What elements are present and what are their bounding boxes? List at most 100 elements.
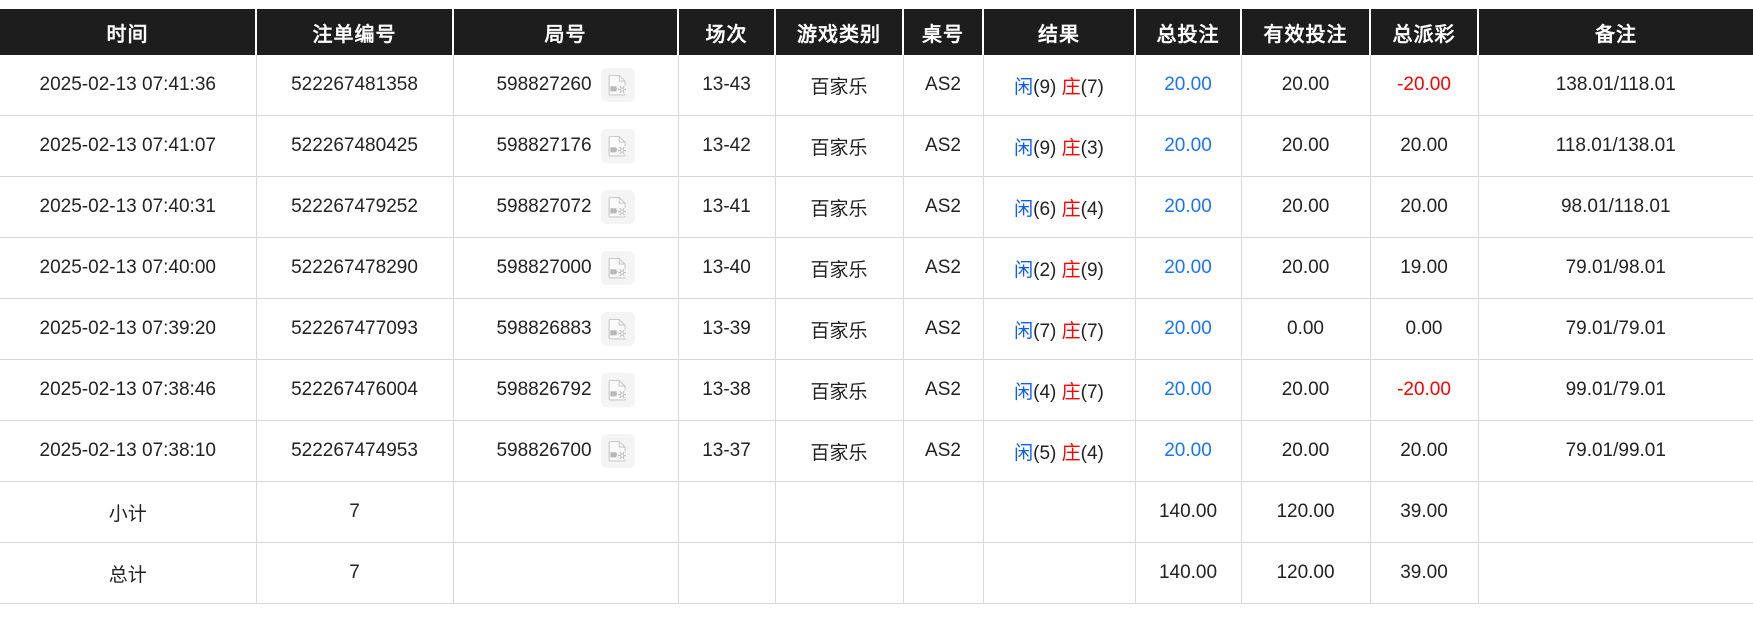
cell-remark: 98.01/118.01 <box>1478 176 1753 238</box>
result-player-point: (9) <box>1033 76 1057 98</box>
column-header-shoe[interactable]: 场次 <box>678 9 776 55</box>
table-row[interactable]: 2025-02-13 07:39:20 522267477093 598826883… <box>0 298 1753 360</box>
result-player-label: 闲 <box>1014 259 1034 281</box>
result-banker-point: (7) <box>1080 381 1104 403</box>
total-bet-amount[interactable]: 20.00 <box>1164 257 1212 278</box>
valid-bet-amount: 20.00 <box>1281 257 1330 278</box>
subtotal-row: 小计 7 140.00 120.00 39.00 <box>0 481 1753 543</box>
round-no-text: 598826700 <box>496 440 592 461</box>
result-player-label: 闲 <box>1014 76 1034 98</box>
cell-game-type: 百家乐 <box>775 359 904 421</box>
total-bet-amount[interactable]: 20.00 <box>1164 74 1212 95</box>
round-no-text: 598827260 <box>496 74 592 95</box>
cell-total-payout: 20.00 <box>1370 176 1479 238</box>
cell-bet-id: 522267478290 <box>256 237 454 299</box>
cell-remark: 79.01/99.01 <box>1478 420 1753 482</box>
column-header-game-type[interactable]: 游戏类别 <box>775 9 904 55</box>
cell-valid-bet: 0.00 <box>1241 298 1371 360</box>
result-banker-label: 庄 <box>1061 381 1081 403</box>
cell-game-type: 百家乐 <box>775 420 904 482</box>
video-replay-icon[interactable] <box>600 251 635 285</box>
cell-shoe: 13-41 <box>678 176 776 238</box>
result-banker-label: 庄 <box>1061 76 1081 98</box>
video-replay-icon[interactable] <box>600 68 635 102</box>
cell-time: 2025-02-13 07:41:07 <box>0 115 257 177</box>
cell-table-no: AS2 <box>903 237 984 299</box>
table-row[interactable]: 2025-02-13 07:40:31 522267479252 598827072… <box>0 176 1753 238</box>
column-header-remark[interactable]: 备注 <box>1478 9 1753 55</box>
video-replay-icon[interactable] <box>600 434 635 468</box>
column-header-bet-id[interactable]: 注单编号 <box>256 9 454 55</box>
cell-bet-id: 522267476004 <box>256 359 454 421</box>
cell-total-payout: 20.00 <box>1370 115 1479 177</box>
cell-bet-id: 522267481358 <box>256 55 454 116</box>
total-bet-amount[interactable]: 20.00 <box>1164 196 1212 217</box>
cell-total-bet: 20.00 <box>1135 176 1242 238</box>
round-no-text: 598826792 <box>496 379 592 400</box>
result-banker-label: 庄 <box>1061 137 1081 159</box>
table-row[interactable]: 2025-02-13 07:41:07 522267480425 598827176… <box>0 115 1753 177</box>
result-player-point: (5) <box>1033 442 1057 464</box>
table-row[interactable]: 2025-02-13 07:38:46 522267476004 598826792… <box>0 359 1753 421</box>
cell-table-no: AS2 <box>903 115 984 177</box>
total-remark <box>1478 542 1753 604</box>
total-bet-amount[interactable]: 20.00 <box>1164 440 1212 461</box>
cell-valid-bet: 20.00 <box>1241 115 1371 177</box>
total-game-type <box>775 542 904 604</box>
video-replay-icon[interactable] <box>600 129 635 163</box>
valid-bet-amount: 20.00 <box>1281 74 1330 95</box>
total-count: 7 <box>256 542 454 604</box>
video-replay-icon[interactable] <box>600 190 635 224</box>
header-row: 时间 注单编号 局号 场次 游戏类别 桌号 结果 总投注 有效投注 总派彩 备注 <box>0 9 1753 55</box>
table-row[interactable]: 2025-02-13 07:41:36 522267481358 598827260… <box>0 55 1753 116</box>
result-player-label: 闲 <box>1014 137 1034 159</box>
subtotal-valid-bet: 120.00 <box>1241 481 1371 543</box>
cell-total-bet: 20.00 <box>1135 237 1242 299</box>
table-footer: 小计 7 140.00 120.00 39.00 总计 7 140.00 120.00 39.00 <box>0 481 1753 604</box>
cell-bet-id: 522267477093 <box>256 298 454 360</box>
cell-table-no: AS2 <box>903 176 984 238</box>
total-payout-amount: -20.00 <box>1397 379 1451 400</box>
total-bet-amount[interactable]: 20.00 <box>1164 318 1212 339</box>
cell-valid-bet: 20.00 <box>1241 55 1371 116</box>
cell-game-type: 百家乐 <box>775 115 904 177</box>
result-banker-label: 庄 <box>1061 320 1081 342</box>
table-row[interactable]: 2025-02-13 07:38:10 522267474953 598826700… <box>0 420 1753 482</box>
video-replay-icon[interactable] <box>600 312 635 346</box>
subtotal-table-no <box>903 481 984 543</box>
cell-result: 闲(7) 庄(7) <box>983 298 1136 360</box>
valid-bet-amount: 0.00 <box>1287 318 1324 339</box>
result-player-label: 闲 <box>1014 442 1034 464</box>
bet-records-table: 时间 注单编号 局号 场次 游戏类别 桌号 结果 总投注 有效投注 总派彩 备注… <box>0 9 1753 604</box>
column-header-result[interactable]: 结果 <box>983 9 1136 55</box>
video-replay-icon[interactable] <box>600 373 635 407</box>
result-banker-label: 庄 <box>1061 259 1081 281</box>
table-row[interactable]: 2025-02-13 07:40:00 522267478290 598827000… <box>0 237 1753 299</box>
cell-result: 闲(9) 庄(3) <box>983 115 1136 177</box>
column-header-round-no[interactable]: 局号 <box>453 9 679 55</box>
column-header-total-bet[interactable]: 总投注 <box>1135 9 1242 55</box>
total-bet-amount[interactable]: 20.00 <box>1164 135 1212 156</box>
total-bet-amount[interactable]: 20.00 <box>1164 379 1212 400</box>
cell-remark: 138.01/118.01 <box>1478 55 1753 116</box>
cell-shoe: 13-39 <box>678 298 776 360</box>
cell-valid-bet: 20.00 <box>1241 237 1371 299</box>
subtotal-count: 7 <box>256 481 454 543</box>
cell-time: 2025-02-13 07:38:46 <box>0 359 257 421</box>
column-header-table-no[interactable]: 桌号 <box>903 9 984 55</box>
cell-round-no: 598827000 <box>453 237 679 299</box>
column-header-valid-bet[interactable]: 有效投注 <box>1241 9 1371 55</box>
cell-round-no: 598826792 <box>453 359 679 421</box>
column-header-time[interactable]: 时间 <box>0 9 257 55</box>
result-player-point: (7) <box>1033 320 1057 342</box>
table-body: 2025-02-13 07:41:36 522267481358 598827260… <box>0 55 1753 482</box>
cell-round-no: 598826883 <box>453 298 679 360</box>
column-header-total-payout[interactable]: 总派彩 <box>1370 9 1479 55</box>
result-player-label: 闲 <box>1014 320 1034 342</box>
valid-bet-amount: 20.00 <box>1281 135 1330 156</box>
valid-bet-amount: 20.00 <box>1281 440 1330 461</box>
cell-valid-bet: 20.00 <box>1241 420 1371 482</box>
cell-remark: 99.01/79.01 <box>1478 359 1753 421</box>
cell-shoe: 13-38 <box>678 359 776 421</box>
cell-total-bet: 20.00 <box>1135 359 1242 421</box>
